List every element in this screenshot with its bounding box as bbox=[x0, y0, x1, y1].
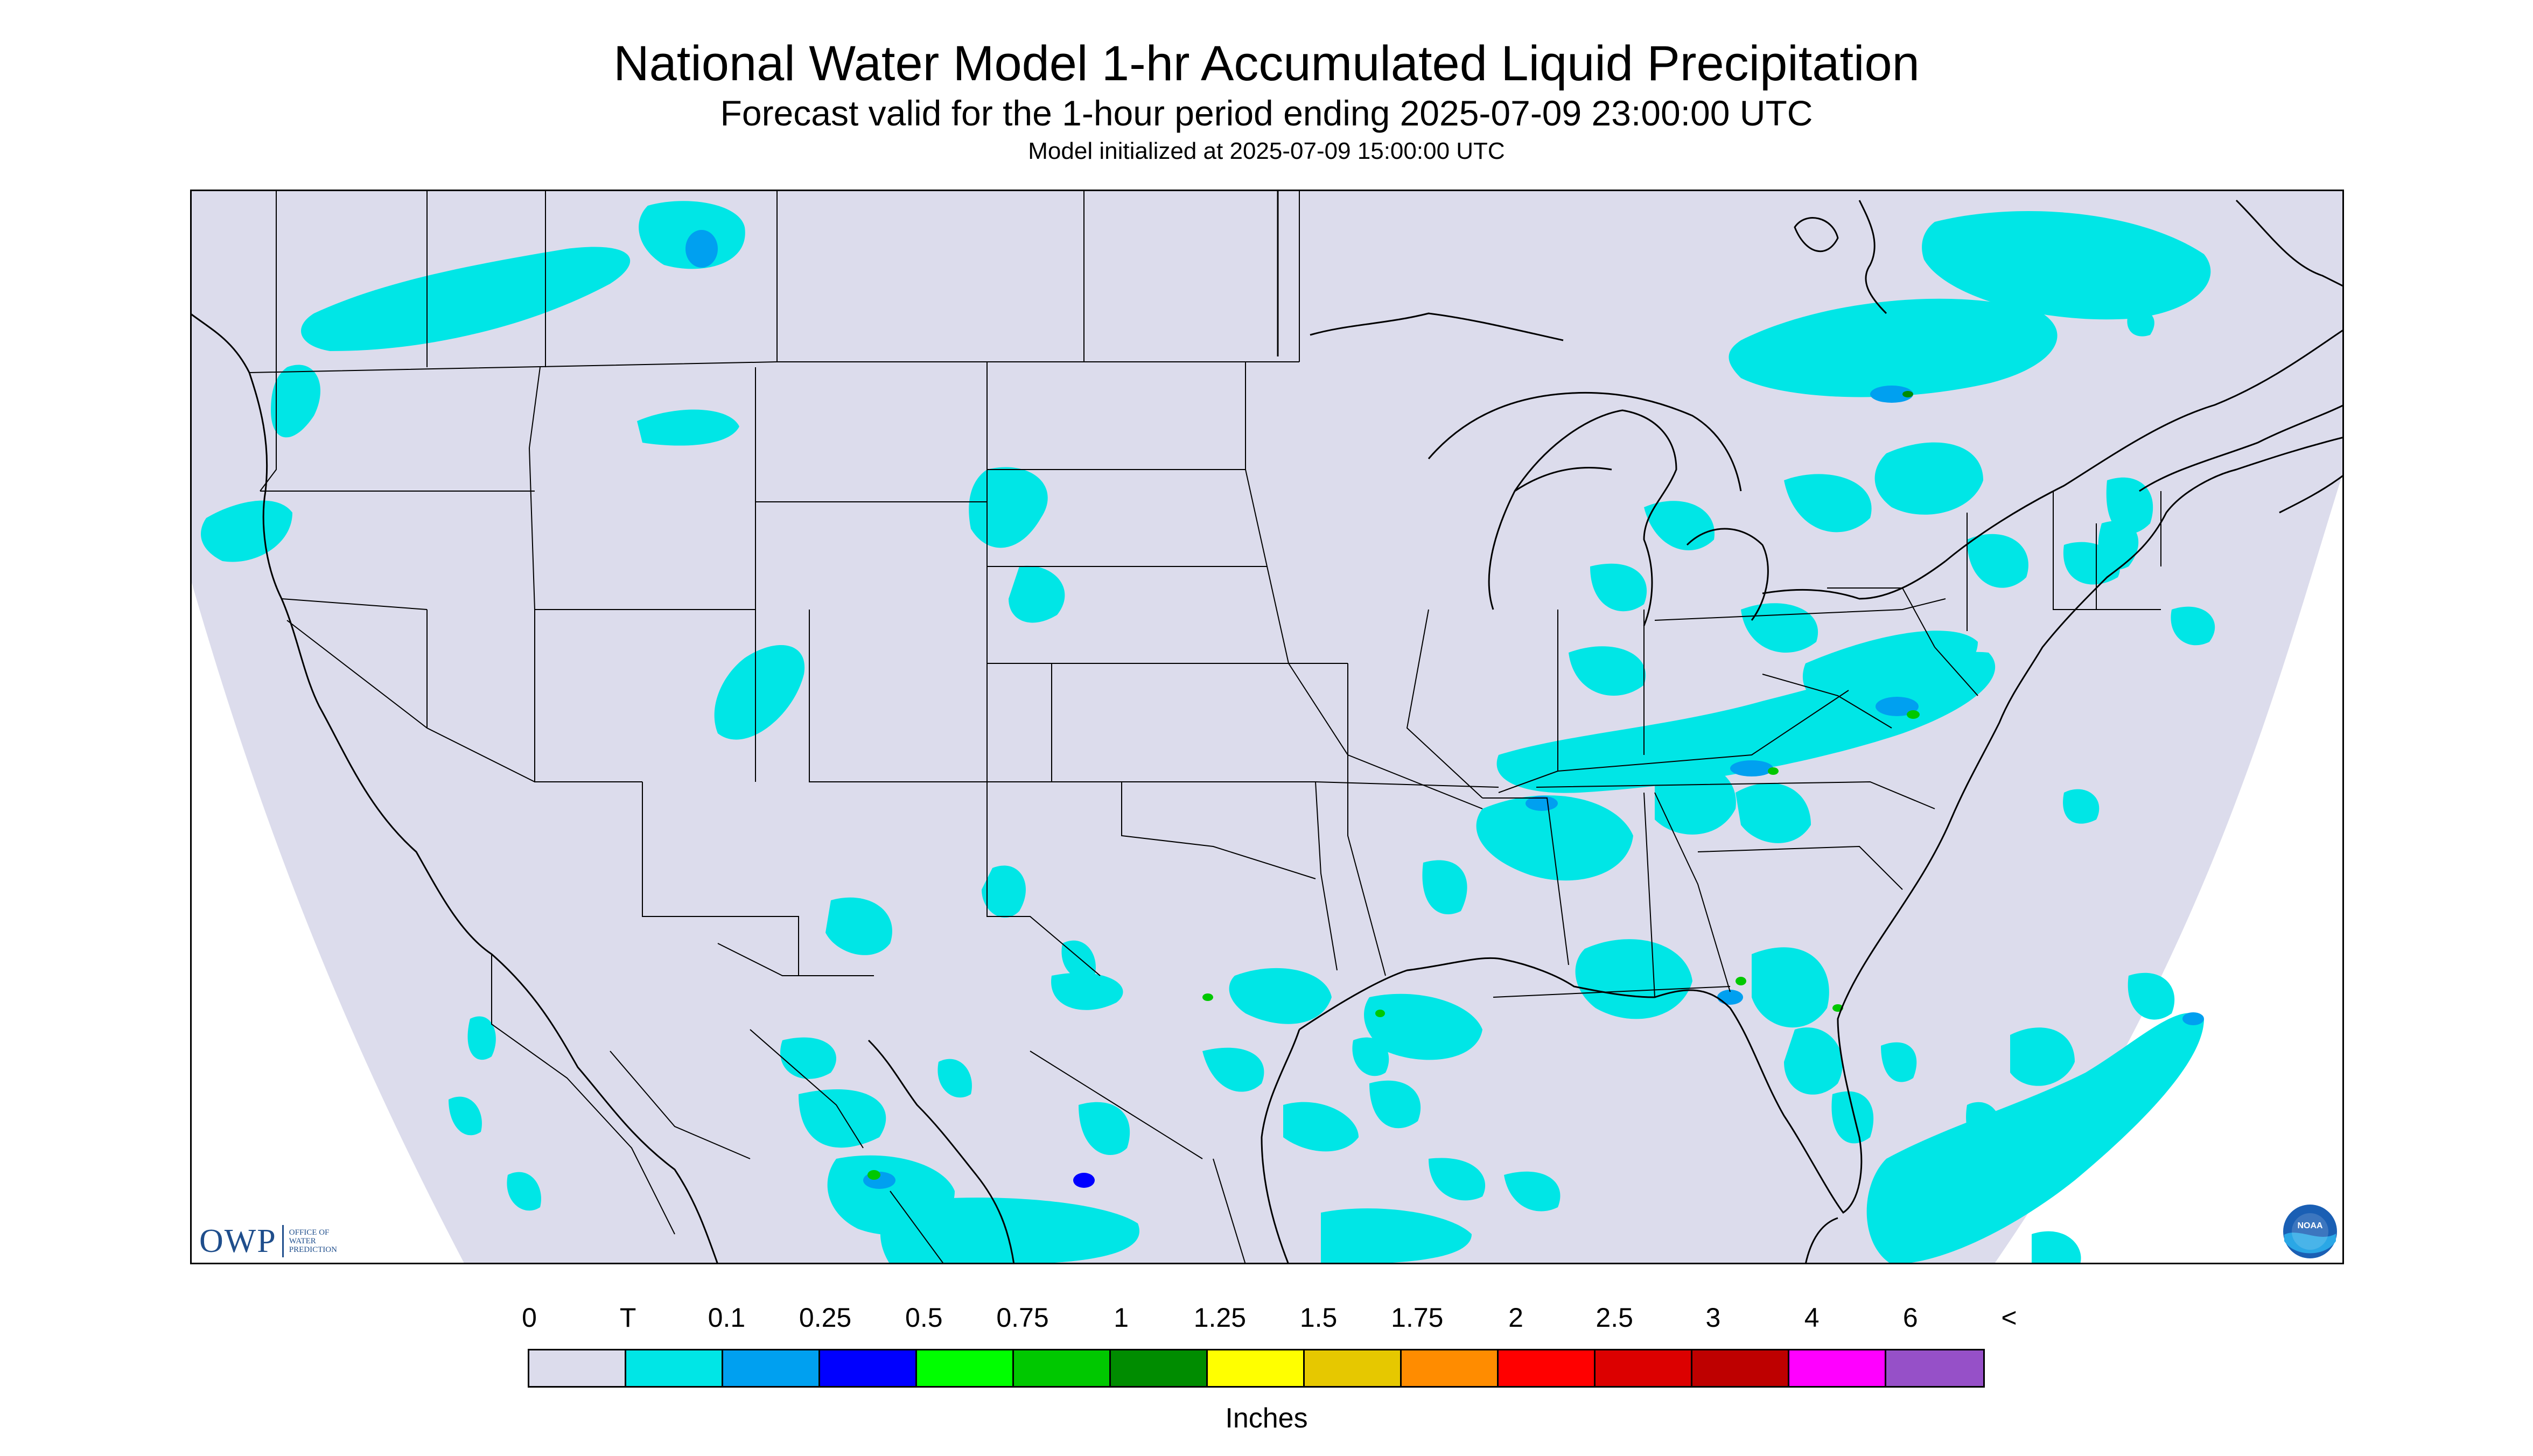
legend-swatch bbox=[820, 1350, 917, 1386]
legend-label: T bbox=[619, 1303, 636, 1333]
precipitation-map: OWP OFFICE OF WATER PREDICTION NOAA bbox=[190, 190, 2344, 1264]
legend-swatch bbox=[1789, 1350, 1886, 1386]
legend-label: 0.25 bbox=[799, 1303, 852, 1333]
legend-label: 1.5 bbox=[1299, 1303, 1338, 1333]
legend-swatch bbox=[917, 1350, 1014, 1386]
legend-label: 2.5 bbox=[1596, 1303, 1633, 1333]
legend-swatch bbox=[1596, 1350, 1692, 1386]
legend-swatch bbox=[1499, 1350, 1596, 1386]
legend-label: < bbox=[2001, 1303, 2017, 1333]
legend-colorbar bbox=[528, 1349, 1985, 1388]
legend-labels: 0 T 0.1 0.25 0.5 0.75 1 1.25 1.5 1.75 2 2.5 3 4 6 < bbox=[0, 1302, 2533, 1334]
legend-label: 0.1 bbox=[708, 1303, 746, 1333]
coastlines bbox=[190, 190, 2344, 1264]
legend-swatch bbox=[1305, 1350, 1402, 1386]
legend-swatch bbox=[1014, 1350, 1111, 1386]
legend-swatch bbox=[1692, 1350, 1789, 1386]
legend-label: 3 bbox=[1705, 1303, 1721, 1333]
legend-label: 0.75 bbox=[996, 1303, 1049, 1333]
legend-swatch bbox=[626, 1350, 723, 1386]
legend-label: 1.75 bbox=[1391, 1303, 1444, 1333]
owp-logo-letters: OWP bbox=[199, 1222, 277, 1259]
owp-logo: OWP OFFICE OF WATER PREDICTION bbox=[199, 1222, 338, 1260]
legend-label: 1 bbox=[1114, 1303, 1129, 1333]
model-init-time: Model initialized at 2025-07-09 15:00:00… bbox=[1028, 138, 1505, 164]
legend-label: 4 bbox=[1804, 1303, 1820, 1333]
legend-label: 0.5 bbox=[905, 1303, 943, 1333]
legend-swatch bbox=[529, 1350, 626, 1386]
state-borders bbox=[249, 190, 2161, 1264]
legend-swatch bbox=[1111, 1350, 1208, 1386]
noaa-logo: NOAA bbox=[2283, 1205, 2337, 1258]
legend-label: 1.25 bbox=[1193, 1303, 1247, 1333]
legend-swatch bbox=[1886, 1350, 1983, 1386]
owp-logo-text: OFFICE OF WATER PREDICTION bbox=[289, 1228, 337, 1254]
legend-label: 2 bbox=[1508, 1303, 1523, 1333]
legend-swatch bbox=[1402, 1350, 1499, 1386]
svg-text:NOAA: NOAA bbox=[2297, 1221, 2323, 1230]
map-title: National Water Model 1-hr Accumulated Li… bbox=[613, 36, 1920, 91]
legend-label: 0 bbox=[522, 1303, 537, 1333]
precip-heavier-areas bbox=[685, 230, 2204, 1189]
map-subtitle: Forecast valid for the 1-hour period end… bbox=[720, 93, 1813, 133]
precip-trace-areas bbox=[201, 201, 2215, 1264]
legend-swatch bbox=[1208, 1350, 1305, 1386]
legend-label: 6 bbox=[1902, 1303, 1918, 1333]
legend-swatch bbox=[723, 1350, 820, 1386]
legend-units: Inches bbox=[1225, 1403, 1308, 1434]
owp-logo-divider bbox=[282, 1225, 284, 1257]
